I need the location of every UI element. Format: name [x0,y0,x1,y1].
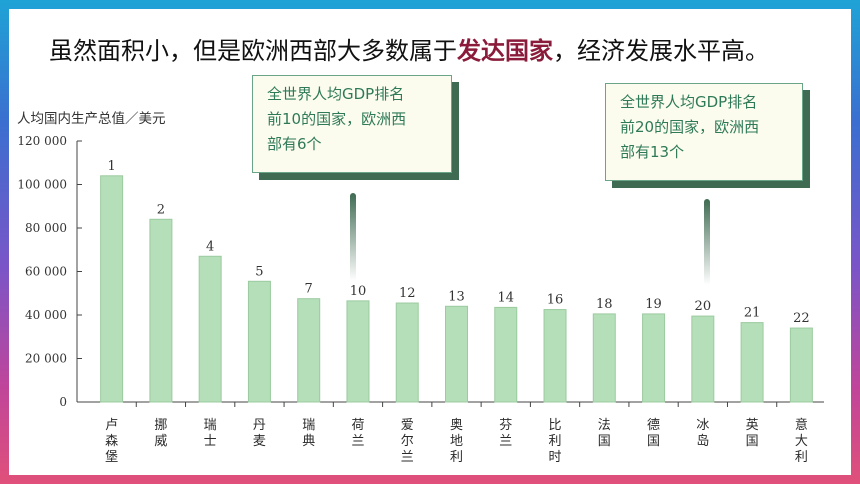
callout-line: 部有6个 [267,135,322,153]
callout-line: 部有13个 [620,143,685,161]
x-category-label: 卢 [105,417,118,433]
gdp-bar-chart: 0 20 000 40 000 60 000 80 000 100 000 120 000 1… [17,134,824,465]
callout-line: 全世界人均GDP排名 [267,85,405,103]
x-category-label: 英 [746,418,759,433]
bar-rank-label: 21 [744,306,761,321]
y-tick-label: 120 000 [17,134,67,148]
x-category-label: 大 [795,434,808,449]
x-category-label: 时 [549,450,562,465]
headline: 虽然面积小，但是欧洲西部大多数属于发达国家，经济发展水平高。 [49,31,769,66]
x-category-label: 兰 [401,450,414,465]
bar [247,280,271,403]
y-tick-label: 60 000 [25,265,67,279]
bar [198,255,222,403]
bar-rank-label: 16 [547,293,564,308]
callout-line: 全世界人均GDP排名 [620,93,758,111]
callout-stem-top20 [704,199,710,285]
headline-text: 虽然面积小，但是欧洲西部大多数属于 [49,37,457,65]
x-category-label: 荷 [351,418,364,433]
x-category-label: 麦 [253,434,266,449]
slide: 虽然面积小，但是欧洲西部大多数属于发达国家，经济发展水平高。 人均国内生产总值／… [9,9,851,475]
bar [297,298,321,403]
x-category-label: 堡 [105,449,118,465]
bar [592,313,616,403]
callout-line: 前20的国家，欧洲西 [620,118,760,136]
x-category-label: 利 [549,434,562,449]
bar-rank-label: 4 [206,239,214,254]
bar-rank-label: 1 [107,159,115,174]
x-category-label: 兰 [499,434,512,449]
x-category-label: 德 [647,418,660,433]
y-tick-label: 80 000 [25,221,67,235]
x-category-label: 森 [105,434,118,449]
bar-rank-label: 22 [793,311,810,326]
y-tick-label: 40 000 [25,308,67,322]
y-tick-label: 0 [59,395,67,409]
bar [543,309,567,403]
y-tick-label: 100 000 [17,178,67,192]
callout-top20: 全世界人均GDP排名 前20的国家，欧洲西 部有13个 [605,83,803,181]
x-category-label: 典 [302,434,315,449]
bar-rank-label: 13 [448,289,465,304]
callout-stem-top10 [350,193,356,281]
bar-rank-label: 5 [255,264,263,279]
bar-rank-label: 2 [157,202,165,217]
bar [691,315,715,403]
callout-top10: 全世界人均GDP排名 前10的国家，欧洲西 部有6个 [252,75,452,173]
bar-rank-label: 14 [497,290,514,305]
bar [346,300,370,403]
bar-rank-label: 20 [695,299,712,314]
x-category-label: 瑞 [204,418,217,433]
x-category-label: 丹 [253,418,266,433]
x-category-label: 国 [746,434,759,449]
x-category-label: 奥 [450,418,463,433]
y-axis-label: 人均国内生产总值／美元 [17,111,166,127]
x-category-label: 威 [154,434,167,449]
x-category-label: 地 [450,434,463,449]
bar [740,322,764,403]
bar [100,175,124,403]
bar-rank-label: 12 [399,286,416,301]
bar-rank-label: 18 [596,297,613,312]
x-category-label: 冰 [696,418,709,433]
bar [494,306,518,403]
x-category-label: 国 [647,434,660,449]
x-category-label: 爱 [401,418,414,433]
x-category-label: 利 [450,450,463,465]
x-category-label: 利 [795,450,808,465]
bar-rank-label: 19 [645,297,662,312]
headline-highlight: 发达国家 [457,37,553,65]
x-category-label: 岛 [696,433,709,449]
bar [149,218,173,403]
x-category-label: 尔 [401,434,414,449]
headline-text-end: ，经济发展水平高。 [553,37,769,65]
y-tick-label: 20 000 [25,352,67,366]
x-category-label: 比 [549,418,562,433]
bar [642,313,666,403]
x-category-label: 芬 [499,418,512,433]
bar-rank-label: 10 [350,284,367,299]
callout-line: 前10的国家，欧洲西 [267,110,407,128]
x-category-label: 意 [795,417,808,433]
x-category-label: 国 [598,434,611,449]
x-category-label: 士 [204,434,217,449]
x-category-label: 兰 [351,434,364,449]
bar [395,302,419,403]
bar [445,305,468,403]
x-category-label: 瑞 [302,418,315,433]
x-category-label: 挪 [154,418,167,433]
bar [789,327,813,403]
x-category-label: 法 [598,418,611,433]
bar-rank-label: 7 [305,282,313,297]
